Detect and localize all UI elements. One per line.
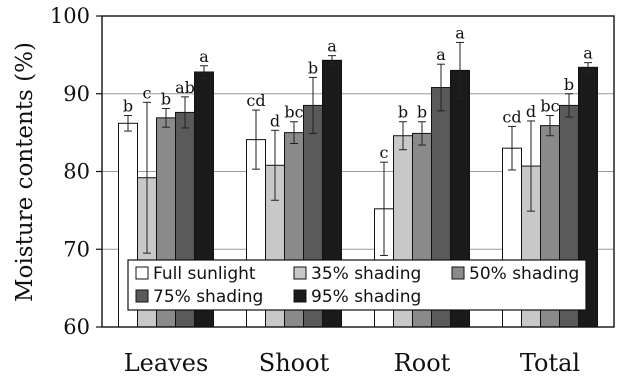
significance-label: c bbox=[143, 83, 152, 102]
significance-label: b bbox=[417, 103, 427, 122]
significance-label: b bbox=[398, 103, 408, 122]
significance-label: b bbox=[161, 90, 171, 109]
significance-label: a bbox=[327, 37, 337, 56]
legend-label: 50% shading bbox=[469, 264, 579, 284]
significance-label: c bbox=[380, 143, 389, 162]
y-tick-label: 100 bbox=[50, 4, 90, 28]
legend: Full sunlight 35% shading 50% shading 75% s… bbox=[127, 259, 587, 311]
significance-label: d bbox=[270, 111, 280, 130]
significance-label: d bbox=[526, 102, 536, 121]
legend-label: Full sunlight bbox=[153, 264, 256, 284]
significance-label: a bbox=[583, 44, 593, 63]
significance-label: a bbox=[436, 45, 446, 64]
significance-label: ab bbox=[175, 78, 195, 97]
legend-label: 75% shading bbox=[153, 287, 263, 307]
significance-label: a bbox=[455, 23, 465, 42]
significance-label: b bbox=[564, 75, 574, 94]
legend-label: 95% shading bbox=[311, 287, 421, 307]
x-tick-label: Leaves bbox=[124, 349, 209, 377]
legend-swatch bbox=[293, 266, 307, 280]
y-tick-label: 90 bbox=[63, 82, 90, 106]
plot-frame bbox=[101, 15, 615, 328]
y-tick-label: 80 bbox=[63, 160, 90, 184]
legend-box bbox=[127, 259, 587, 311]
legend-swatch bbox=[293, 289, 307, 303]
y-tick-label: 60 bbox=[63, 315, 90, 339]
legend-swatch bbox=[451, 266, 465, 280]
significance-label: a bbox=[199, 47, 209, 66]
axes-layer: 60 70 80 90 100 Leaves Shoot Root Total bbox=[50, 4, 615, 377]
significance-label: cd bbox=[246, 91, 265, 110]
y-tick-label: 70 bbox=[63, 237, 90, 261]
significance-label: b bbox=[123, 97, 133, 116]
significance-label: bc bbox=[284, 103, 303, 122]
significance-label: b bbox=[308, 58, 318, 77]
significance-label: cd bbox=[502, 107, 521, 126]
significance-label: bc bbox=[540, 97, 559, 116]
legend-swatch bbox=[135, 266, 149, 280]
legend-swatch bbox=[135, 289, 149, 303]
x-tick-label: Total bbox=[520, 349, 580, 377]
x-tick-label: Root bbox=[394, 349, 451, 377]
y-axis-title: Moisture contents (%) bbox=[12, 42, 38, 302]
x-tick-label: Shoot bbox=[259, 349, 330, 377]
legend-label: 35% shading bbox=[311, 264, 421, 284]
